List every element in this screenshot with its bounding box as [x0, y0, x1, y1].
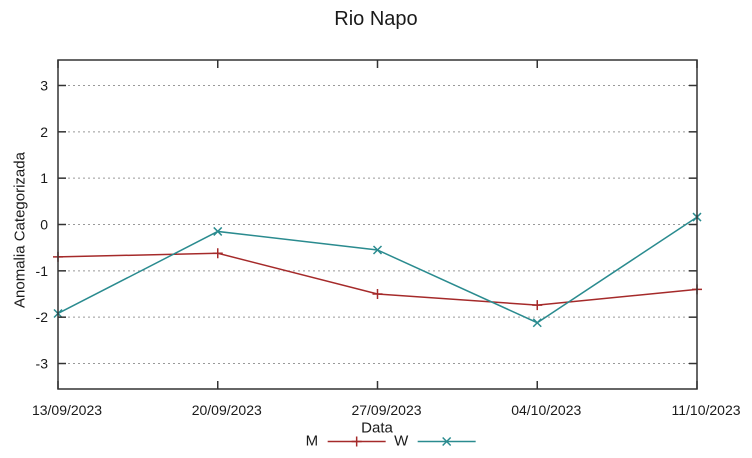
y-tick-label: 3 [40, 77, 48, 93]
y-tick-label: -2 [36, 309, 49, 325]
marker-plus-M [212, 248, 223, 259]
chart-title: Rio Napo [334, 8, 418, 30]
marker-plus-M [372, 289, 383, 300]
marker-cross-W [532, 318, 542, 328]
x-axis-label: Data [361, 419, 393, 437]
y-tick-label: 2 [40, 124, 48, 140]
x-tick-label: 13/09/2023 [32, 402, 102, 418]
series-line-W [57, 216, 698, 324]
legend-label-M: M [305, 432, 319, 450]
x-tick-label: 27/09/2023 [351, 402, 421, 418]
y-tick-label: 0 [40, 217, 48, 233]
y-tick-label: 1 [40, 170, 48, 186]
marker-cross-W [213, 226, 223, 236]
x-tick-label: 20/09/2023 [192, 402, 262, 418]
legend-label-W: W [394, 432, 409, 450]
cross-marker-icon [441, 436, 451, 446]
legend-sample-W [417, 436, 476, 446]
marker-cross-W [372, 245, 383, 255]
x-tick-label: 11/10/2023 [671, 402, 740, 418]
x-tick-label: 04/10/2023 [511, 402, 581, 418]
marker-plus-M [532, 300, 543, 311]
plus-marker-icon [351, 436, 362, 446]
legend-sample-M [327, 436, 386, 446]
y-tick-label: -3 [36, 356, 49, 372]
y-tick-label: -1 [36, 263, 49, 279]
